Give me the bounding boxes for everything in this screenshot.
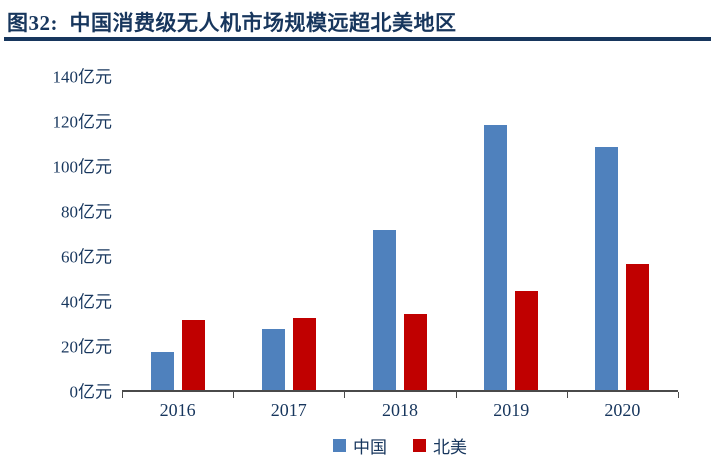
x-axis-tick <box>122 392 123 398</box>
bar-北美-2020 <box>626 264 650 390</box>
x-axis-tick <box>678 392 679 398</box>
x-axis-tick <box>344 392 346 398</box>
bar-group-2016 <box>122 75 233 390</box>
x-axis-label-2017: 2017 <box>270 400 307 420</box>
legend-swatch <box>333 439 346 452</box>
plot-area <box>122 75 679 398</box>
y-axis-label: 20亿元 <box>61 337 112 357</box>
bar-中国-2018 <box>373 230 396 390</box>
legend: 中国 北美 <box>122 433 678 458</box>
bar-中国-2020 <box>595 147 619 390</box>
x-axis-label-2016: 2016 <box>159 400 196 420</box>
y-axis-label: 60亿元 <box>61 247 112 267</box>
figure-title: 图32: 中国消费级无人机市场规模远超北美地区 <box>7 11 457 35</box>
legend-item-北美: 北美 <box>413 433 467 458</box>
x-axis-label-2019: 2019 <box>493 400 530 420</box>
bar-group-2017 <box>233 75 344 390</box>
bar-中国-2016 <box>150 351 174 390</box>
x-axis-tick <box>566 392 568 398</box>
bar-北美-2018 <box>404 313 427 390</box>
x-axis-tick <box>233 392 235 398</box>
bar-中国-2017 <box>261 329 285 390</box>
x-axis-tick <box>455 392 457 398</box>
legend-item-中国: 中国 <box>333 433 387 458</box>
bar-中国-2019 <box>484 124 508 390</box>
x-axis-label-2018: 2018 <box>382 400 418 420</box>
y-axis-label: 100亿元 <box>52 157 113 177</box>
bars-container <box>122 75 678 390</box>
y-axis: 140亿元 120亿元 100亿元 80亿元 60亿元 40亿元 20亿元 0亿元 <box>30 68 113 402</box>
x-axis: 2016 2017 2018 2019 2020 <box>122 400 678 421</box>
bar-group-2020 <box>567 75 678 390</box>
title-underline <box>4 37 711 41</box>
y-axis-label: 120亿元 <box>52 112 113 132</box>
bar-北美-2019 <box>515 291 539 390</box>
y-axis-label: 40亿元 <box>61 292 112 312</box>
legend-label: 北美 <box>433 438 467 457</box>
x-axis-label-2020: 2020 <box>604 400 641 420</box>
y-axis-label: 0亿元 <box>69 382 113 402</box>
legend-label: 中国 <box>353 438 387 457</box>
bar-北美-2016 <box>181 320 205 390</box>
bar-北美-2017 <box>292 318 316 390</box>
bar-chart: 140亿元 120亿元 100亿元 80亿元 60亿元 40亿元 20亿元 0亿元 2016 2… <box>30 60 690 464</box>
y-axis-label: 80亿元 <box>61 202 112 222</box>
y-axis-label: 140亿元 <box>52 67 113 87</box>
legend-swatch <box>413 439 426 452</box>
bar-group-2019 <box>456 75 567 390</box>
bar-group-2018 <box>344 75 455 390</box>
